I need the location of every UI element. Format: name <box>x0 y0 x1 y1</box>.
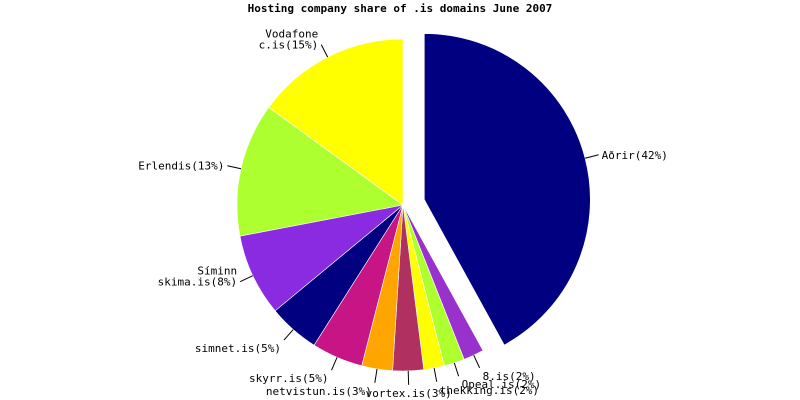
slice-label: 8.is(2%) <box>483 370 536 383</box>
slice-label: thekking.is(2%) <box>440 384 539 397</box>
slice-label-line: netvistun.is(3%) <box>266 385 372 398</box>
slice-label: simnet.is(5%) <box>195 342 281 355</box>
slice-label-line: Vodafone <box>265 28 318 41</box>
slice-label-line: Aðrir(42%) <box>602 149 668 162</box>
chart-title: Hosting company share of .is domains Jun… <box>248 2 553 15</box>
leader-line <box>374 368 378 383</box>
leader-line <box>227 165 242 170</box>
slice-label-line: c.is(15%) <box>259 39 319 52</box>
slice-label-line: Erlendis(13%) <box>138 160 224 173</box>
leader-line <box>331 357 338 371</box>
slice-label-line: 8.is(2%) <box>483 370 536 383</box>
slice-label: Erlendis(13%) <box>138 160 224 173</box>
pie-slice <box>424 33 591 346</box>
slice-label-line: Síminn <box>197 265 237 278</box>
pie-slice <box>268 38 404 206</box>
slice-label-line: vortex.is(3%) <box>366 387 452 400</box>
leader-line <box>584 154 599 159</box>
leader-line <box>473 354 481 369</box>
slice-label-line: skima.is(8%) <box>158 276 237 289</box>
slice-label: netvistun.is(3%) <box>266 385 372 398</box>
slice-label-line: simnet.is(5%) <box>195 342 281 355</box>
slice-label: Opeal.is(2%) <box>462 378 541 391</box>
leader-line <box>453 362 460 377</box>
slice-label-line: skyrr.is(5%) <box>249 372 328 385</box>
slice-label: Vodafone c.is(15%) <box>259 28 319 52</box>
slice-label: Síminn skima.is(8%) <box>158 265 237 289</box>
slice-label-line: Opeal.is(2%) <box>462 378 541 391</box>
leader-line <box>239 275 254 283</box>
slice-label: Aðrir(42%) <box>602 149 668 162</box>
leader-line <box>433 367 438 382</box>
slice-label: vortex.is(3%) <box>366 387 452 400</box>
leader-line <box>283 329 294 341</box>
leader-line <box>320 44 329 58</box>
slice-label-line: thekking.is(2%) <box>440 384 539 397</box>
slice-label: skyrr.is(5%) <box>249 372 328 385</box>
pie-slice <box>236 107 404 237</box>
